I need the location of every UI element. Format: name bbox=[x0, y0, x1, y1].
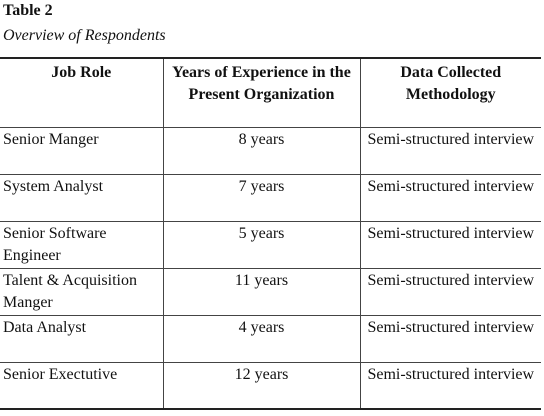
table-cell: Semi-structured interview bbox=[359, 221, 541, 269]
table-cell: Semi-structured interview bbox=[359, 362, 541, 410]
table-cell: Semi-structured interview bbox=[359, 174, 541, 222]
column-header: Data Collected Methodology bbox=[359, 58, 541, 128]
table-row: Senior Exectutive 12 years Semi-structured… bbox=[0, 362, 541, 410]
column-header: Job Role bbox=[0, 58, 163, 128]
header-row: Job Role Years of Experience in the Prese… bbox=[0, 58, 541, 128]
column-header: Years of Experience in the Present Organ… bbox=[162, 58, 360, 128]
table-row: Senior Software Engineer 5 years Semi-stru… bbox=[0, 221, 541, 269]
table-title: Table 2 bbox=[3, 2, 53, 19]
table-cell: Semi-structured interview bbox=[359, 268, 541, 316]
table-cell: Semi-structured interview bbox=[359, 315, 541, 363]
table-cell: Semi-structured interview bbox=[359, 127, 541, 175]
table-cell: 11 years bbox=[162, 268, 360, 316]
respondents-table: Job Role Years of Experience in the Prese… bbox=[0, 57, 541, 410]
table-header: Job Role Years of Experience in the Prese… bbox=[0, 58, 541, 128]
table-row: Data Analyst 4 years Semi-structured inter… bbox=[0, 315, 541, 363]
table-body: Senior Manger 8 years Semi-structured inte… bbox=[0, 127, 541, 410]
table-cell: Talent & Acquisition Manger bbox=[0, 268, 163, 316]
table-cell: 7 years bbox=[162, 174, 360, 222]
table-cell: 4 years bbox=[162, 315, 360, 363]
table-cell: 12 years bbox=[162, 362, 360, 410]
table-cell: 8 years bbox=[162, 127, 360, 175]
table-cell: Data Analyst bbox=[0, 315, 163, 363]
table-cell: Senior Software Engineer bbox=[0, 221, 163, 269]
table-row: Senior Manger 8 years Semi-structured inte… bbox=[0, 127, 541, 175]
table-row: System Analyst 7 years Semi-structured int… bbox=[0, 174, 541, 222]
table-cell: System Analyst bbox=[0, 174, 163, 222]
table-row: Talent & Acquisition Manger 11 years Semi-… bbox=[0, 268, 541, 316]
table-cell: Senior Manger bbox=[0, 127, 163, 175]
table-caption: Overview of Respondents bbox=[3, 27, 166, 44]
table-cell: Senior Exectutive bbox=[0, 362, 163, 410]
table-cell: 5 years bbox=[162, 221, 360, 269]
